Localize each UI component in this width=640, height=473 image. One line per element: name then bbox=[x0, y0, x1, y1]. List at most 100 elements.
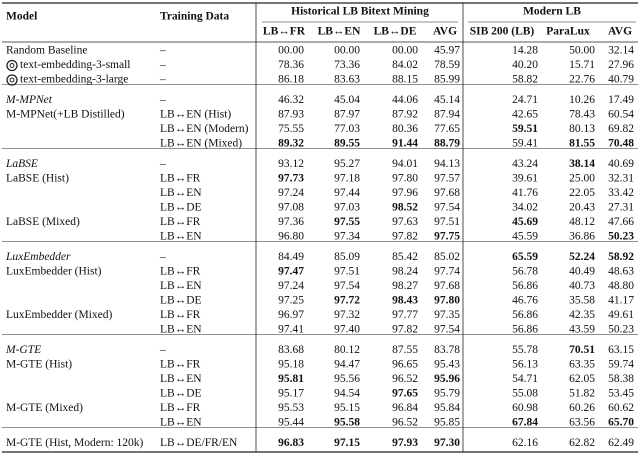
training-data: – bbox=[159, 344, 166, 356]
model-name: LuxEmbedder (Hist) bbox=[6, 266, 102, 278]
score: 83.78 bbox=[434, 344, 460, 356]
training-data: LB↔EN bbox=[160, 324, 202, 336]
column-header: SIB 200 (LB) bbox=[470, 26, 535, 38]
score: 97.80 bbox=[392, 173, 418, 185]
score: 97.51 bbox=[334, 266, 360, 278]
training-data: LB↔EN bbox=[160, 231, 202, 243]
score: 46.76 bbox=[512, 295, 538, 307]
score: 58.38 bbox=[608, 373, 634, 385]
training-data: – bbox=[159, 74, 166, 86]
model-name: M-GTE bbox=[5, 344, 41, 356]
score: 80.36 bbox=[392, 123, 418, 135]
score: 95.43 bbox=[434, 359, 460, 371]
score: 48.80 bbox=[608, 280, 634, 292]
training-data: LB↔FR bbox=[160, 216, 201, 228]
score: 97.82 bbox=[392, 231, 418, 243]
training-data: LB↔FR bbox=[160, 173, 201, 185]
score: 97.57 bbox=[434, 173, 460, 185]
score: 97.24 bbox=[278, 187, 304, 199]
column-header: LB↔FR bbox=[263, 26, 306, 38]
score: 83.68 bbox=[278, 344, 304, 356]
score: 50.23 bbox=[608, 231, 634, 243]
score: 42.35 bbox=[569, 309, 595, 321]
score: 97.15 bbox=[334, 437, 360, 449]
score: 54.71 bbox=[512, 373, 538, 385]
model-name: Random Baseline bbox=[6, 45, 87, 57]
score: 97.63 bbox=[392, 216, 418, 228]
score: 97.93 bbox=[392, 437, 418, 449]
score: 88.79 bbox=[434, 138, 460, 150]
score: 96.83 bbox=[278, 437, 304, 449]
score: 97.08 bbox=[278, 202, 304, 214]
score: 65.59 bbox=[512, 251, 538, 263]
training-data: LB↔DE bbox=[160, 295, 202, 307]
score: 95.17 bbox=[278, 388, 304, 400]
model-name: M-GTE (Hist, Modern: 120k) bbox=[6, 437, 144, 449]
score: 97.75 bbox=[434, 231, 460, 243]
score: 32.14 bbox=[608, 45, 634, 57]
score: 43.24 bbox=[512, 158, 538, 170]
score: 95.96 bbox=[434, 373, 460, 385]
score: 15.71 bbox=[569, 59, 595, 71]
training-data: – bbox=[159, 158, 166, 170]
score: 98.52 bbox=[392, 202, 418, 214]
score: 97.51 bbox=[434, 216, 460, 228]
score: 62.16 bbox=[512, 437, 538, 449]
score: 62.82 bbox=[569, 437, 595, 449]
score: 87.55 bbox=[392, 344, 418, 356]
score: 32.31 bbox=[608, 173, 634, 185]
score: 58.92 bbox=[608, 251, 634, 263]
score: 95.18 bbox=[278, 359, 304, 371]
score: 84.02 bbox=[392, 59, 418, 71]
training-data: LB↔EN bbox=[160, 373, 202, 385]
score: 35.58 bbox=[569, 295, 595, 307]
score: 70.48 bbox=[608, 138, 634, 150]
score: 41.17 bbox=[608, 295, 634, 307]
training-data: LB↔EN bbox=[160, 187, 202, 199]
score: 56.86 bbox=[512, 324, 538, 336]
score: 87.93 bbox=[278, 109, 304, 121]
score: 96.52 bbox=[392, 373, 418, 385]
score: 45.59 bbox=[512, 231, 538, 243]
model-name: text-embedding-3-small bbox=[20, 59, 131, 71]
score: 56.86 bbox=[512, 280, 538, 292]
score: 85.99 bbox=[434, 74, 460, 86]
score: 00.00 bbox=[392, 45, 418, 57]
score: 56.13 bbox=[512, 359, 538, 371]
model-icon bbox=[6, 74, 18, 86]
score: 96.52 bbox=[392, 417, 418, 429]
score: 45.97 bbox=[434, 45, 460, 57]
score: 94.13 bbox=[434, 158, 460, 170]
training-data: – bbox=[159, 251, 166, 263]
score: 96.65 bbox=[392, 359, 418, 371]
score: 95.53 bbox=[278, 402, 304, 414]
score: 95.79 bbox=[434, 388, 460, 400]
training-data: LB↔FR bbox=[160, 402, 201, 414]
score: 98.27 bbox=[392, 280, 418, 292]
score: 44.06 bbox=[392, 94, 418, 106]
score: 10.26 bbox=[569, 94, 595, 106]
training-data: – bbox=[159, 59, 166, 71]
score: 97.41 bbox=[278, 324, 304, 336]
score: 50.00 bbox=[569, 45, 595, 57]
score: 52.24 bbox=[569, 251, 595, 263]
column-header: ParaLux bbox=[546, 26, 590, 38]
score: 89.32 bbox=[278, 138, 304, 150]
score: 25.00 bbox=[569, 173, 595, 185]
score: 97.74 bbox=[434, 266, 460, 278]
score: 87.92 bbox=[392, 109, 418, 121]
score: 97.34 bbox=[334, 231, 360, 243]
column-header: AVG bbox=[608, 26, 632, 38]
training-data: LB↔EN (Modern) bbox=[160, 123, 249, 135]
score: 60.98 bbox=[512, 402, 538, 414]
score: 59.74 bbox=[608, 359, 634, 371]
score: 42.65 bbox=[512, 109, 538, 121]
model-name: LaBSE bbox=[5, 158, 38, 170]
score: 67.84 bbox=[512, 417, 538, 429]
score: 85.02 bbox=[434, 251, 460, 263]
header-group: Modern LB bbox=[523, 6, 581, 18]
header-training: Training Data bbox=[160, 11, 229, 23]
score: 97.25 bbox=[278, 295, 304, 307]
score: 95.84 bbox=[434, 402, 460, 414]
score: 95.85 bbox=[434, 417, 460, 429]
